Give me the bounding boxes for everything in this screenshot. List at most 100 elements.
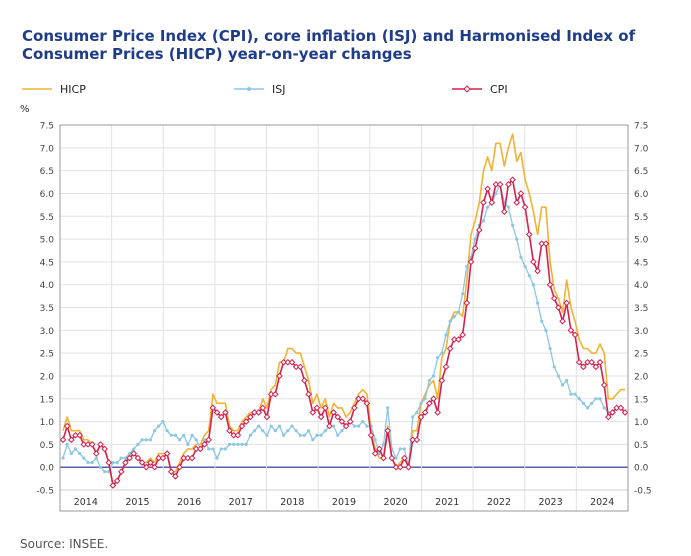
data-point-isj xyxy=(240,442,244,446)
y-tick-label-left: 1.5 xyxy=(40,395,54,405)
y-tick-label-right: 2.0 xyxy=(634,372,649,382)
data-point-cpi xyxy=(76,431,83,439)
data-point-cpi xyxy=(92,450,100,457)
data-point-cpi xyxy=(234,431,242,439)
data-point-isj xyxy=(590,401,594,405)
data-point-cpi xyxy=(134,454,142,462)
y-axis-unit-label: % xyxy=(20,104,30,115)
data-point-isj xyxy=(136,442,140,446)
data-point-isj xyxy=(215,456,219,460)
data-point-cpi xyxy=(480,199,487,206)
data-point-cpi xyxy=(471,244,479,252)
data-point-isj xyxy=(290,424,294,428)
data-point-cpi xyxy=(59,436,67,444)
data-point-cpi xyxy=(467,258,475,266)
data-point-cpi xyxy=(455,336,462,343)
data-point-cpi xyxy=(496,181,504,188)
data-point-isj xyxy=(165,429,169,433)
y-tick-label-right: 7.0 xyxy=(634,144,649,154)
data-point-isj xyxy=(265,433,269,437)
data-point-isj xyxy=(340,429,344,433)
data-point-cpi xyxy=(459,331,466,339)
y-tick-label-right: 0.0 xyxy=(634,464,649,474)
data-point-isj xyxy=(436,356,440,360)
data-point-isj xyxy=(461,292,465,296)
data-point-isj xyxy=(219,447,223,451)
data-point-isj xyxy=(73,447,78,451)
y-tick-label-right: 3.0 xyxy=(634,327,649,337)
data-point-isj xyxy=(444,333,448,337)
data-point-cpi xyxy=(571,331,579,339)
y-tick-label-left: 1.0 xyxy=(40,418,55,428)
data-point-cpi xyxy=(88,441,96,448)
data-point-cpi xyxy=(201,441,208,448)
data-point-cpi xyxy=(226,427,233,434)
data-point-cpi xyxy=(600,381,608,389)
data-point-cpi xyxy=(255,409,262,416)
data-point-isj xyxy=(128,451,132,456)
data-point-isj xyxy=(552,365,556,369)
data-point-isj xyxy=(556,374,560,378)
data-point-cpi xyxy=(546,281,554,288)
legend: HICP ISJ CPI xyxy=(22,83,508,96)
data-point-cpi xyxy=(167,468,175,476)
y-tick-label-left: 7.0 xyxy=(40,144,55,154)
data-point-isj xyxy=(356,424,361,428)
data-point-cpi xyxy=(205,436,213,444)
data-point-isj xyxy=(394,456,398,460)
legend-marker-cpi xyxy=(463,85,471,93)
data-point-cpi xyxy=(555,304,562,311)
data-point-cpi xyxy=(301,377,308,384)
y-tick-label-left: -0.5 xyxy=(36,487,54,497)
data-point-isj xyxy=(69,451,73,456)
data-point-cpi xyxy=(434,409,441,416)
series-line-hicp xyxy=(62,133,625,487)
data-point-cpi xyxy=(525,231,533,238)
data-point-isj xyxy=(527,273,531,278)
x-tick-label: 2024 xyxy=(590,497,614,508)
data-point-isj xyxy=(602,406,606,410)
y-tick-label-right: 6.0 xyxy=(634,190,649,200)
data-point-isj xyxy=(415,410,419,415)
data-point-cpi xyxy=(475,226,483,234)
data-point-cpi xyxy=(388,454,396,462)
series-line-cpi xyxy=(62,179,626,487)
data-point-cpi xyxy=(109,482,117,489)
data-point-isj xyxy=(248,433,252,437)
data-point-cpi xyxy=(500,208,508,215)
data-point-isj xyxy=(411,415,415,419)
data-point-cpi xyxy=(247,413,254,421)
data-point-isj xyxy=(544,328,548,332)
data-point-isj xyxy=(103,470,107,474)
data-point-isj xyxy=(510,223,515,227)
axis-ticks: 7.5 7.5 7.0 7.0 6.5 6.5 6.0 6.0 5.5 5.5 5.0 5.0 4.5 4… xyxy=(36,122,651,509)
data-point-cpi xyxy=(521,203,529,211)
y-tick-label-left: 5.0 xyxy=(40,236,55,246)
data-point-cpi xyxy=(330,409,337,416)
data-point-isj xyxy=(173,433,177,437)
data-point-isj xyxy=(377,451,381,456)
data-point-isj xyxy=(361,419,365,424)
data-point-isj xyxy=(331,424,336,428)
data-point-cpi xyxy=(542,240,550,247)
data-point-cpi xyxy=(351,404,358,412)
legend-label-cpi: CPI xyxy=(490,83,508,96)
data-point-cpi xyxy=(113,477,121,485)
x-tick-label: 2016 xyxy=(177,497,201,508)
data-point-cpi xyxy=(380,454,387,462)
data-point-cpi xyxy=(617,404,625,412)
data-point-isj xyxy=(207,447,211,451)
data-point-isj xyxy=(236,442,240,446)
data-point-isj xyxy=(319,433,323,437)
data-point-cpi xyxy=(147,459,154,466)
data-point-isj xyxy=(186,442,190,446)
data-point-isj xyxy=(581,401,585,405)
data-point-isj xyxy=(90,461,94,465)
data-point-cpi xyxy=(326,422,333,430)
data-point-isj xyxy=(111,461,115,465)
data-point-cpi xyxy=(463,299,471,307)
data-point-isj xyxy=(560,383,565,387)
y-tick-label-left: 7.5 xyxy=(40,122,54,132)
data-point-cpi xyxy=(588,358,596,366)
